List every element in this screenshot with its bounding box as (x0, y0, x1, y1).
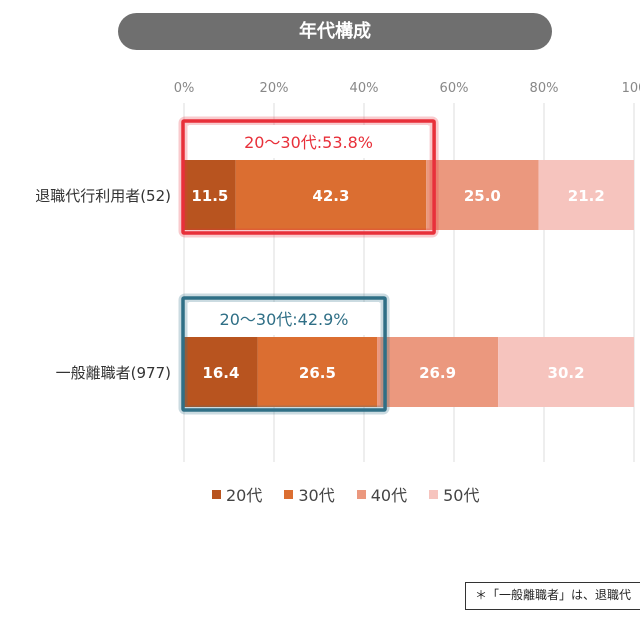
category-label: 一般離職者(977) (56, 364, 171, 382)
data-label: 25.0 (464, 187, 501, 205)
legend-label: 40代 (370, 486, 408, 505)
data-label: 30.2 (548, 364, 585, 382)
data-label: 21.2 (568, 187, 605, 205)
bar-segment (235, 160, 427, 230)
legend-item: 30代 (284, 482, 335, 506)
x-tick-label: 80% (530, 81, 559, 96)
legend-swatch (284, 489, 294, 499)
legend-item: 40代 (356, 482, 408, 506)
bar-segment (257, 337, 378, 407)
legend-swatch (356, 489, 366, 499)
bar-segment (184, 337, 258, 407)
legend-label: 50代 (443, 486, 480, 505)
bar-segment (377, 337, 499, 407)
data-label: 26.9 (419, 364, 456, 382)
chart-legend: 20代 30代 40代 50代 (212, 482, 502, 506)
x-tick-label: 60% (440, 81, 469, 96)
bar-segment (498, 337, 634, 407)
legend-label: 30代 (298, 486, 335, 505)
bar-segment (538, 160, 634, 230)
highlight-box (181, 119, 436, 235)
legend-item: 50代 (429, 482, 480, 506)
x-tick-label: 20% (260, 81, 289, 96)
data-label: 11.5 (191, 187, 228, 205)
bar-segment (426, 160, 539, 230)
highlight-label-bg (189, 302, 380, 335)
chart-title: 年代構成 (118, 13, 552, 50)
x-tick-label: 0% (174, 81, 195, 96)
highlight-label-bg (189, 125, 429, 158)
data-label: 26.5 (299, 364, 336, 382)
category-label: 退職代行利用者(52) (35, 187, 171, 205)
highlight-box (181, 296, 387, 412)
legend-swatch (212, 489, 221, 499)
legend-item: 20代 (212, 482, 262, 506)
data-label: 42.3 (312, 187, 349, 205)
footnote: ＊「一般離職者」は、退職代 (465, 582, 640, 610)
legend-label: 20代 (226, 486, 263, 505)
bar-segment (184, 160, 236, 230)
x-tick-label: 100 (622, 81, 640, 96)
highlight-label: 20〜30代:53.8% (244, 133, 373, 152)
data-label: 16.4 (202, 364, 239, 382)
highlight-label: 20〜30代:42.9% (220, 310, 349, 329)
x-tick-label: 40% (350, 81, 379, 96)
legend-swatch (429, 489, 439, 499)
